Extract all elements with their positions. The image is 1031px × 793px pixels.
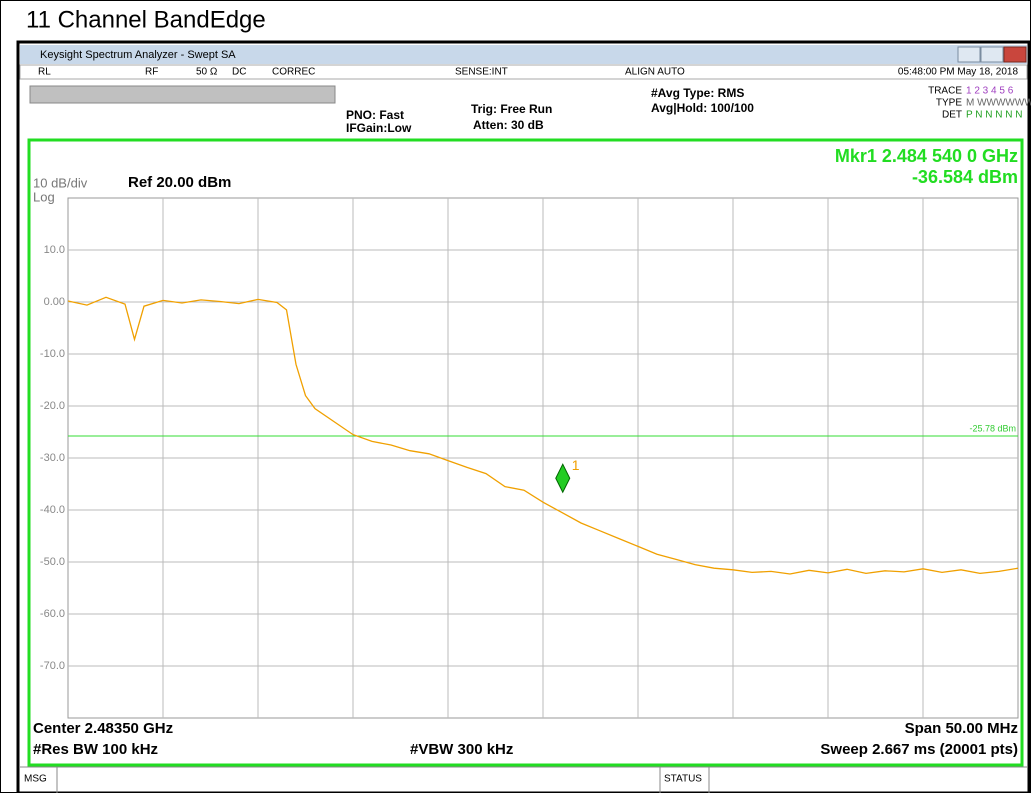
msg: MSG	[24, 774, 47, 785]
status-item: CORREC	[272, 67, 315, 78]
status-row	[19, 64, 1028, 80]
marker-freq: Mkr1 2.484 540 0 GHz	[835, 146, 1018, 166]
scale: 10 dB/div	[33, 175, 88, 190]
status-item: RL	[38, 67, 51, 78]
log: Log	[33, 189, 55, 204]
y-tick-label: 0.00	[44, 296, 65, 308]
plot: 10.0 0.00 -10.0 -20.0 -30.0 -40.0 -50.0 -60.0 -7…	[40, 198, 1019, 718]
y-tick-label: -60.0	[40, 608, 65, 620]
y-tick-label: -10.0	[40, 348, 65, 360]
ref: Ref 20.00 dBm	[128, 174, 231, 191]
title-bar	[20, 45, 1027, 64]
status-item: SENSE:INT	[455, 67, 508, 78]
entry-bar	[29, 85, 336, 104]
marker-amp: -36.584 dBm	[912, 167, 1018, 187]
center: Center 2.48350 GHz	[33, 720, 173, 737]
close-button[interactable]	[1003, 46, 1027, 63]
screen-border	[27, 138, 1024, 767]
trig: Trig: Free Run	[471, 102, 552, 116]
sweep: Sweep 2.667 ms (20001 pts)	[820, 741, 1018, 758]
trace-key: TRACE	[928, 86, 962, 97]
trace-value: M WWWWWW	[966, 98, 1031, 109]
status-label: STATUS	[664, 774, 702, 785]
status-items: RL RF 50 Ω DC CORREC SENSE:INT ALIGN AUT…	[38, 67, 1018, 78]
y-tick-label: 10.0	[44, 244, 65, 256]
status-item: RF	[145, 67, 158, 78]
status-item: ALIGN AUTO	[625, 67, 685, 78]
pno: PNO: Fast	[346, 108, 404, 122]
trace-value: P N N N N N	[966, 110, 1023, 121]
marker-label: 1	[572, 457, 580, 473]
rbw: #Res BW 100 kHz	[33, 741, 158, 758]
y-tick-label: -40.0	[40, 504, 65, 516]
marker	[555, 463, 571, 494]
status-item: 05:48:00 PM May 18, 2018	[898, 67, 1019, 78]
minimize-button[interactable]	[957, 46, 981, 63]
avg-type: #Avg Type: RMS	[651, 86, 744, 100]
trace	[67, 296, 1019, 575]
y-tick-label: -30.0	[40, 452, 65, 464]
atten: Atten: 30 dB	[473, 118, 544, 132]
maximize-button[interactable]	[980, 46, 1004, 63]
trace-value: 1 2 3 4 5 6	[966, 86, 1014, 97]
ifgain: IFGain:Low	[346, 121, 412, 135]
status-item: 50 Ω	[196, 67, 218, 78]
y-tick-label: -70.0	[40, 660, 65, 672]
page-title: 11 Channel BandEdge	[26, 6, 266, 33]
span: Span 50.00 MHz	[905, 720, 1018, 737]
avg-hold: Avg|Hold: 100/100	[651, 101, 754, 115]
y-tick-label: -20.0	[40, 400, 65, 412]
trace-key: TYPE	[936, 98, 962, 109]
vbw: #VBW 300 kHz	[410, 741, 513, 758]
display-line-label: -25.78 dBm	[969, 423, 1016, 433]
y-tick-label: -50.0	[40, 556, 65, 568]
status-item: DC	[232, 67, 246, 78]
trace-key: DET	[942, 110, 962, 121]
window-title: Keysight Spectrum Analyzer - Swept SA	[40, 49, 236, 61]
